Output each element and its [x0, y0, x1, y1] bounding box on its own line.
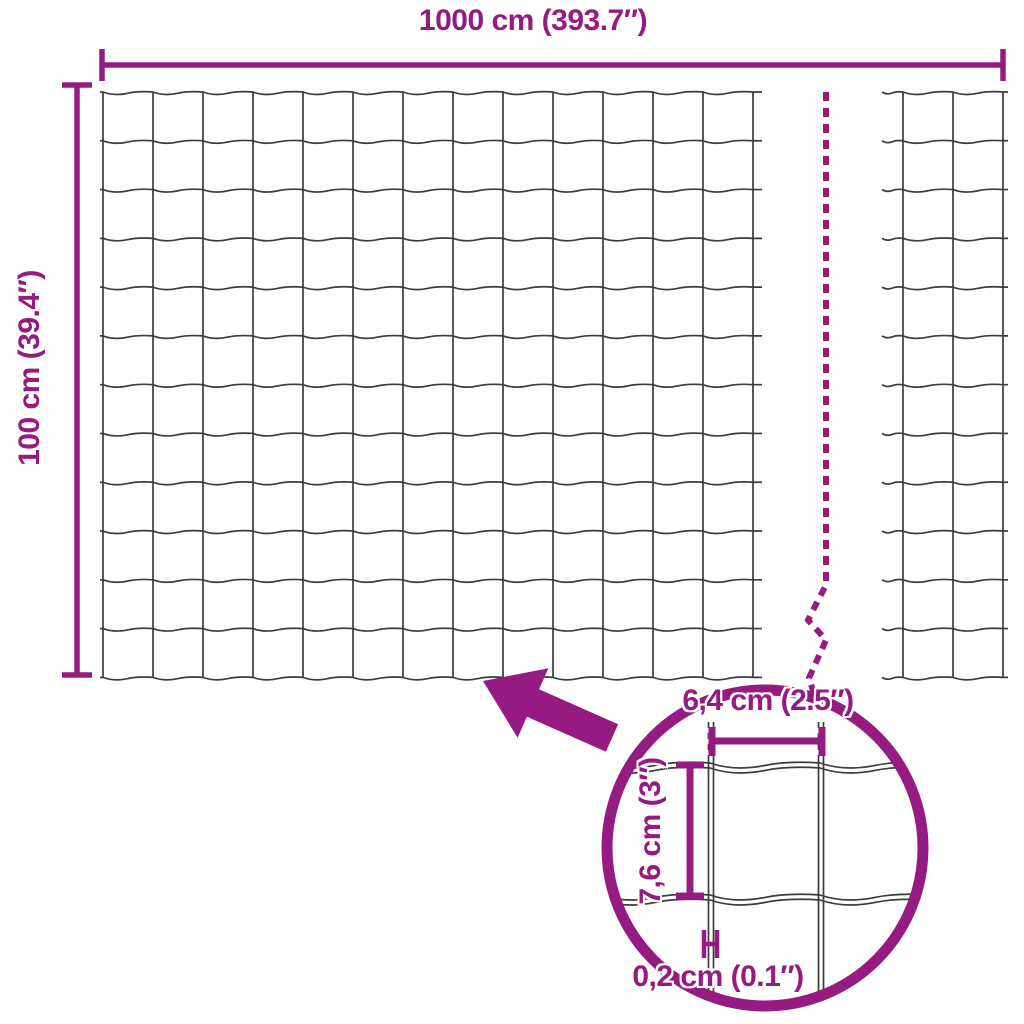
- height-dimension: [62, 82, 92, 678]
- wire-thickness-marker: [701, 930, 720, 958]
- mesh-opening-height-label: 7,6 cm (3″): [634, 757, 667, 905]
- total-height-label: 100 cm (39.4″): [13, 270, 46, 466]
- break-line: [804, 92, 830, 695]
- detail-circle-group: [601, 684, 929, 1012]
- detail-circle-ring: [601, 684, 929, 1012]
- total-width-label: 1000 cm (393.7″): [418, 4, 648, 37]
- wire-thickness-label: 0,2 cm (0.1″): [632, 960, 804, 993]
- mesh-panel-main: [100, 90, 762, 681]
- zoom-arrow-icon: [483, 668, 619, 752]
- width-dimension: [99, 49, 1006, 81]
- detail-height-dimension: [676, 761, 704, 900]
- mesh-opening-width-label: 6,4 cm (2.5″): [682, 684, 854, 717]
- detail-wires: [612, 722, 918, 1001]
- detail-width-dimension: [708, 727, 826, 756]
- mesh-panel-right: [881, 90, 1008, 681]
